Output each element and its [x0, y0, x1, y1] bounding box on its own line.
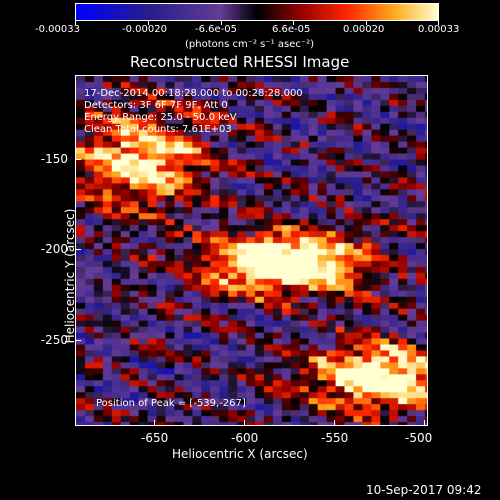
x-tick: [424, 420, 425, 426]
x-tick-label: -600: [231, 431, 259, 445]
y-tick-label: -200: [40, 242, 68, 256]
colorbar-label: 0.00033: [418, 24, 460, 35]
colorbar-tick: [221, 21, 222, 25]
colorbar-tick: [75, 21, 76, 25]
y-tick-label: -250: [40, 333, 68, 347]
info-clean: Clean Total counts: 7.61E+03: [84, 124, 232, 135]
x-axis-label: Heliocentric X (arcsec): [172, 447, 308, 461]
x-tick: [154, 420, 155, 426]
y-tick: [75, 159, 81, 160]
colorbar-tick: [293, 21, 294, 25]
colorbar-tick: [438, 21, 439, 25]
x-tick-label: -650: [141, 431, 169, 445]
colorbar-label: -6.6e-05: [195, 24, 237, 35]
colorbar-label: -0.00033: [35, 24, 80, 35]
colorbar: [75, 3, 439, 21]
rhessi-image-panel: 17-Dec-2014 00:18:28.000 to 00:28:28.000…: [75, 75, 428, 426]
y-tick-label: -150: [40, 152, 68, 166]
colorbar-tick: [148, 21, 149, 25]
x-tick: [334, 420, 335, 426]
colorbar-label: 6.6e-05: [272, 24, 311, 35]
info-detectors: Detectors: 3F 6F 7F 9F, Att 0: [84, 100, 228, 111]
rhessi-heatmap: [76, 76, 427, 425]
info-energy: Energy Range: 25.0 - 50.0 keV: [84, 112, 237, 123]
x-tick-label: -500: [405, 431, 433, 445]
y-axis-label: Heliocentric Y (arcsec): [63, 208, 77, 344]
colorbar-tick: [366, 21, 367, 25]
x-tick: [244, 420, 245, 426]
y-tick: [75, 340, 81, 341]
info-time: 17-Dec-2014 00:18:28.000 to 00:28:28.000: [84, 88, 303, 99]
colorbar-gradient: [76, 4, 438, 20]
peak-position: Position of Peak = [-539,-267]: [96, 398, 246, 409]
image-title: Reconstructed RHESSI Image: [130, 53, 350, 71]
timestamp: 10-Sep-2017 09:42: [366, 483, 482, 497]
colorbar-units: (photons cm⁻² s⁻¹ asec⁻²): [185, 39, 315, 50]
y-tick: [75, 249, 81, 250]
colorbar-label: -0.00020: [122, 24, 167, 35]
colorbar-label: 0.00020: [343, 24, 385, 35]
x-tick-label: -550: [321, 431, 349, 445]
